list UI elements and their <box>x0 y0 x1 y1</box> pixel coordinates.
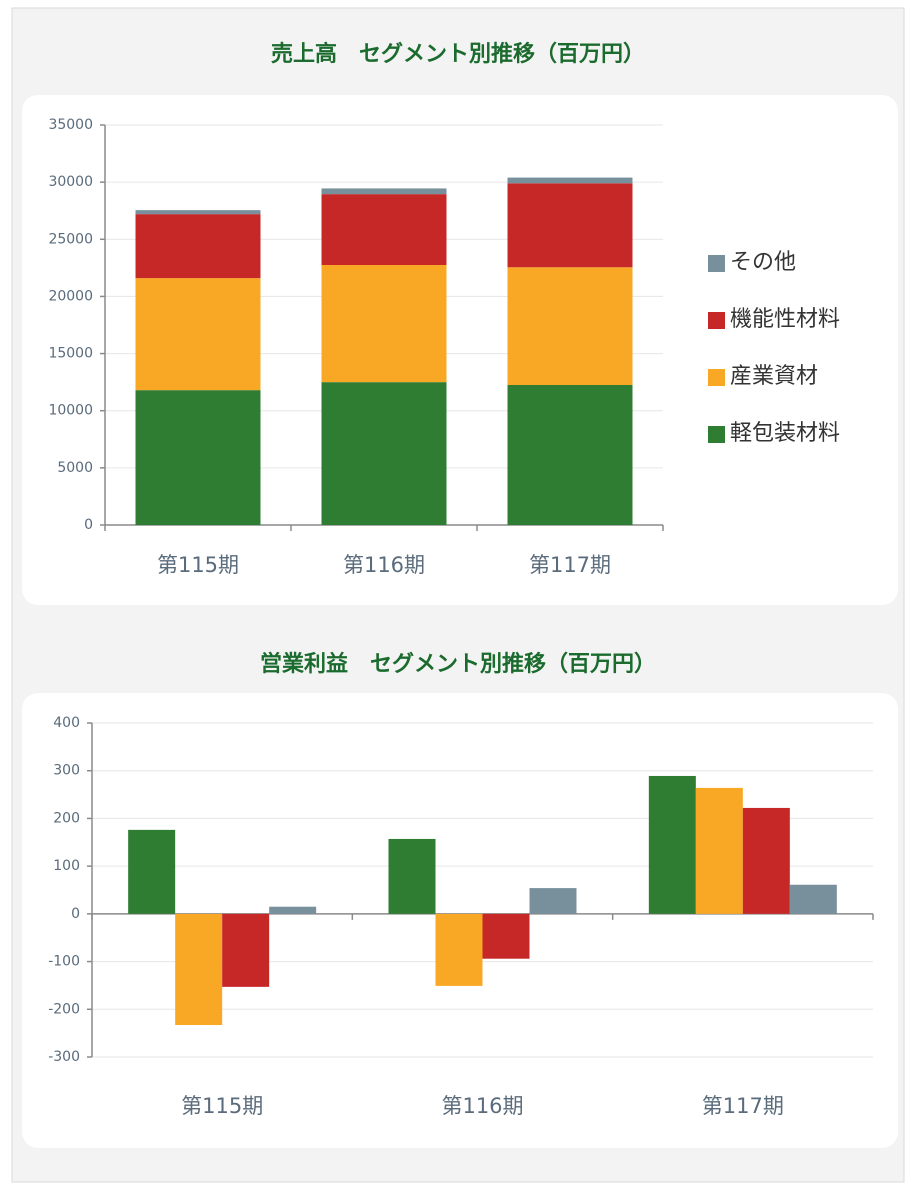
bar-segment <box>135 278 261 391</box>
bar-segment <box>135 210 261 215</box>
x-tick-label: 第117期 <box>529 553 611 577</box>
y-tick-label: -300 <box>48 1049 80 1065</box>
legend-label: その他 <box>730 250 796 275</box>
bar <box>742 807 790 914</box>
legend-swatch <box>708 255 725 272</box>
legend-label: 軽包装材料 <box>730 421 840 446</box>
bar-segment <box>135 390 261 525</box>
y-tick-label: 10000 <box>48 403 93 419</box>
x-tick-label: 第117期 <box>702 1094 784 1118</box>
bar-segment <box>507 177 633 184</box>
legend-label: 産業資材 <box>730 364 818 389</box>
y-tick-label: 300 <box>53 763 80 779</box>
x-tick-label: 第115期 <box>181 1094 263 1118</box>
bar-segment <box>321 188 447 195</box>
bar-segment <box>135 214 261 279</box>
bar-segment <box>507 267 633 385</box>
x-tick-label: 第116期 <box>343 553 425 577</box>
bar <box>388 838 436 914</box>
y-tick-label: 25000 <box>48 231 93 247</box>
legend-swatch <box>708 426 725 443</box>
bar <box>482 913 530 959</box>
y-tick-label: 15000 <box>48 346 93 362</box>
bar <box>789 884 837 914</box>
y-tick-label: 35000 <box>48 117 93 133</box>
bar-segment <box>321 194 447 265</box>
bar <box>175 913 223 1026</box>
legend-label: 機能性材料 <box>730 307 840 332</box>
bar-segment <box>507 385 633 525</box>
y-tick-label: -200 <box>48 1001 80 1017</box>
bar-segment <box>321 382 447 525</box>
y-tick-label: 5000 <box>57 460 93 476</box>
chart-title: 営業利益 セグメント別推移（百万円） <box>260 651 656 677</box>
bar <box>269 906 317 914</box>
y-tick-label: 200 <box>53 810 80 826</box>
x-tick-label: 第116期 <box>441 1094 523 1118</box>
chart-title: 売上高 セグメント別推移（百万円） <box>271 41 645 67</box>
bar <box>435 913 483 986</box>
bar <box>648 775 696 914</box>
bar <box>128 829 176 914</box>
y-tick-label: 0 <box>71 906 80 922</box>
bar <box>222 913 270 987</box>
bar-segment <box>321 265 447 383</box>
y-tick-label: -100 <box>48 954 80 970</box>
y-tick-label: 20000 <box>48 288 93 304</box>
y-tick-label: 400 <box>53 715 80 731</box>
y-tick-label: 30000 <box>48 174 93 190</box>
x-tick-label: 第115期 <box>157 553 239 577</box>
bar <box>695 787 743 914</box>
legend-swatch <box>708 369 725 386</box>
y-tick-label: 0 <box>84 517 93 533</box>
bar-segment <box>507 183 633 268</box>
legend-swatch <box>708 312 725 329</box>
y-tick-label: 100 <box>53 858 80 874</box>
bar <box>529 888 577 914</box>
